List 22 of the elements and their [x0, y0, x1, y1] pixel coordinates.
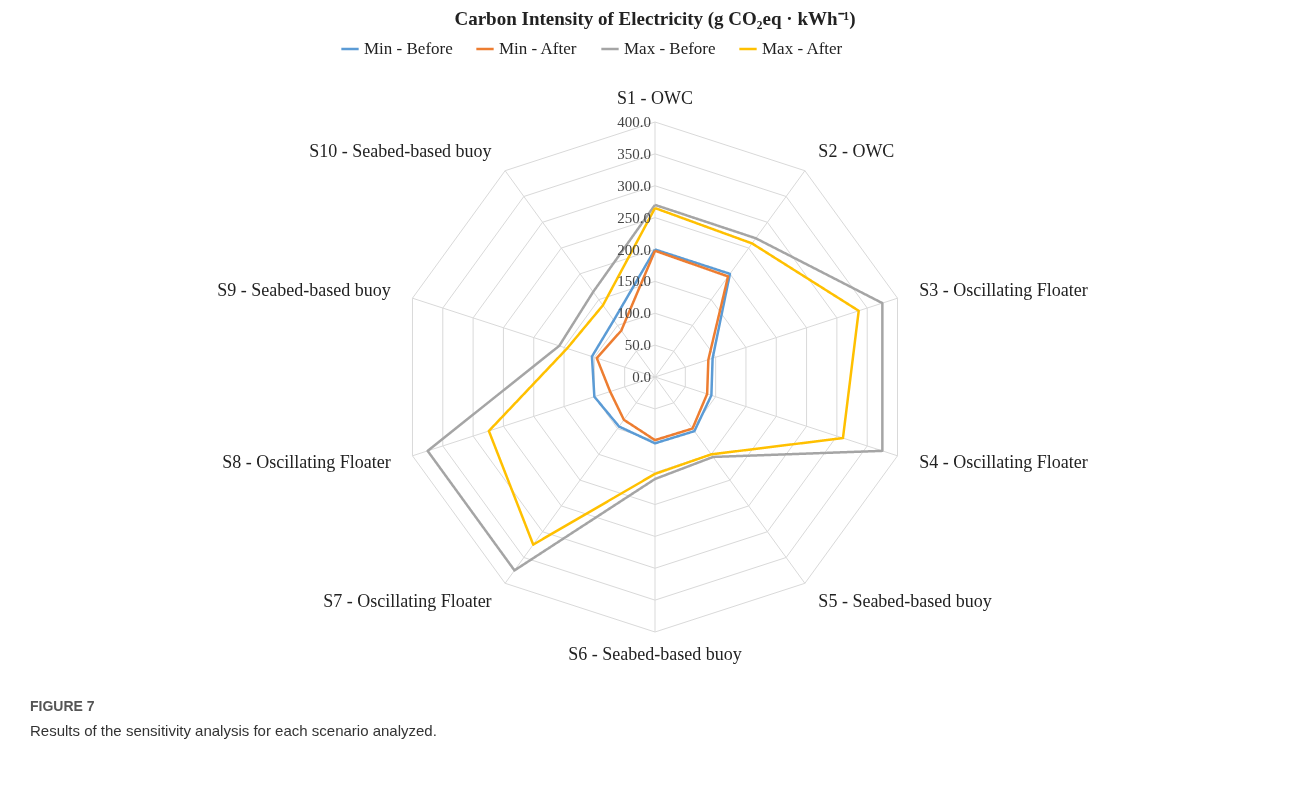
spoke-label: S8 - Oscillating Floater — [222, 451, 391, 472]
spoke-label: S10 - Seabed-based buoy — [309, 141, 492, 162]
legend-label: Min - After — [499, 39, 577, 58]
spoke-label: S6 - Seabed-based buoy — [568, 643, 742, 664]
y-tick-label: 50.0 — [624, 337, 651, 354]
chart-title: Carbon Intensity of Electricity (g CO₂eq · kWh⁻¹) — [454, 8, 856, 30]
spoke-label: S3 - Oscillating Floater — [919, 280, 1088, 301]
spoke-label: S7 - Oscillating Floater — [323, 590, 492, 611]
y-tick-label: 300.0 — [617, 177, 651, 194]
legend-label: Max - After — [762, 39, 843, 58]
y-tick-label: 350.0 — [617, 145, 651, 162]
spoke-label: S2 - OWC — [818, 141, 895, 162]
legend-label: Max - Before — [624, 39, 716, 58]
spoke-label: S9 - Seabed-based buoy — [217, 280, 391, 301]
caption: FIGURE 7 — [30, 698, 95, 714]
legend-label: Min - Before — [364, 39, 453, 58]
spoke-label: S1 - OWC — [617, 88, 693, 109]
y-tick-label: 400.0 — [617, 114, 651, 130]
spoke-label: S4 - Oscillating Floater — [919, 451, 1088, 472]
text: Results of the sensitivity analysis for each scenario analyzed. — [30, 722, 437, 739]
spoke-label: S5 - Seabed-based buoy — [818, 590, 992, 611]
y-tick-label: 0.0 — [632, 369, 651, 385]
